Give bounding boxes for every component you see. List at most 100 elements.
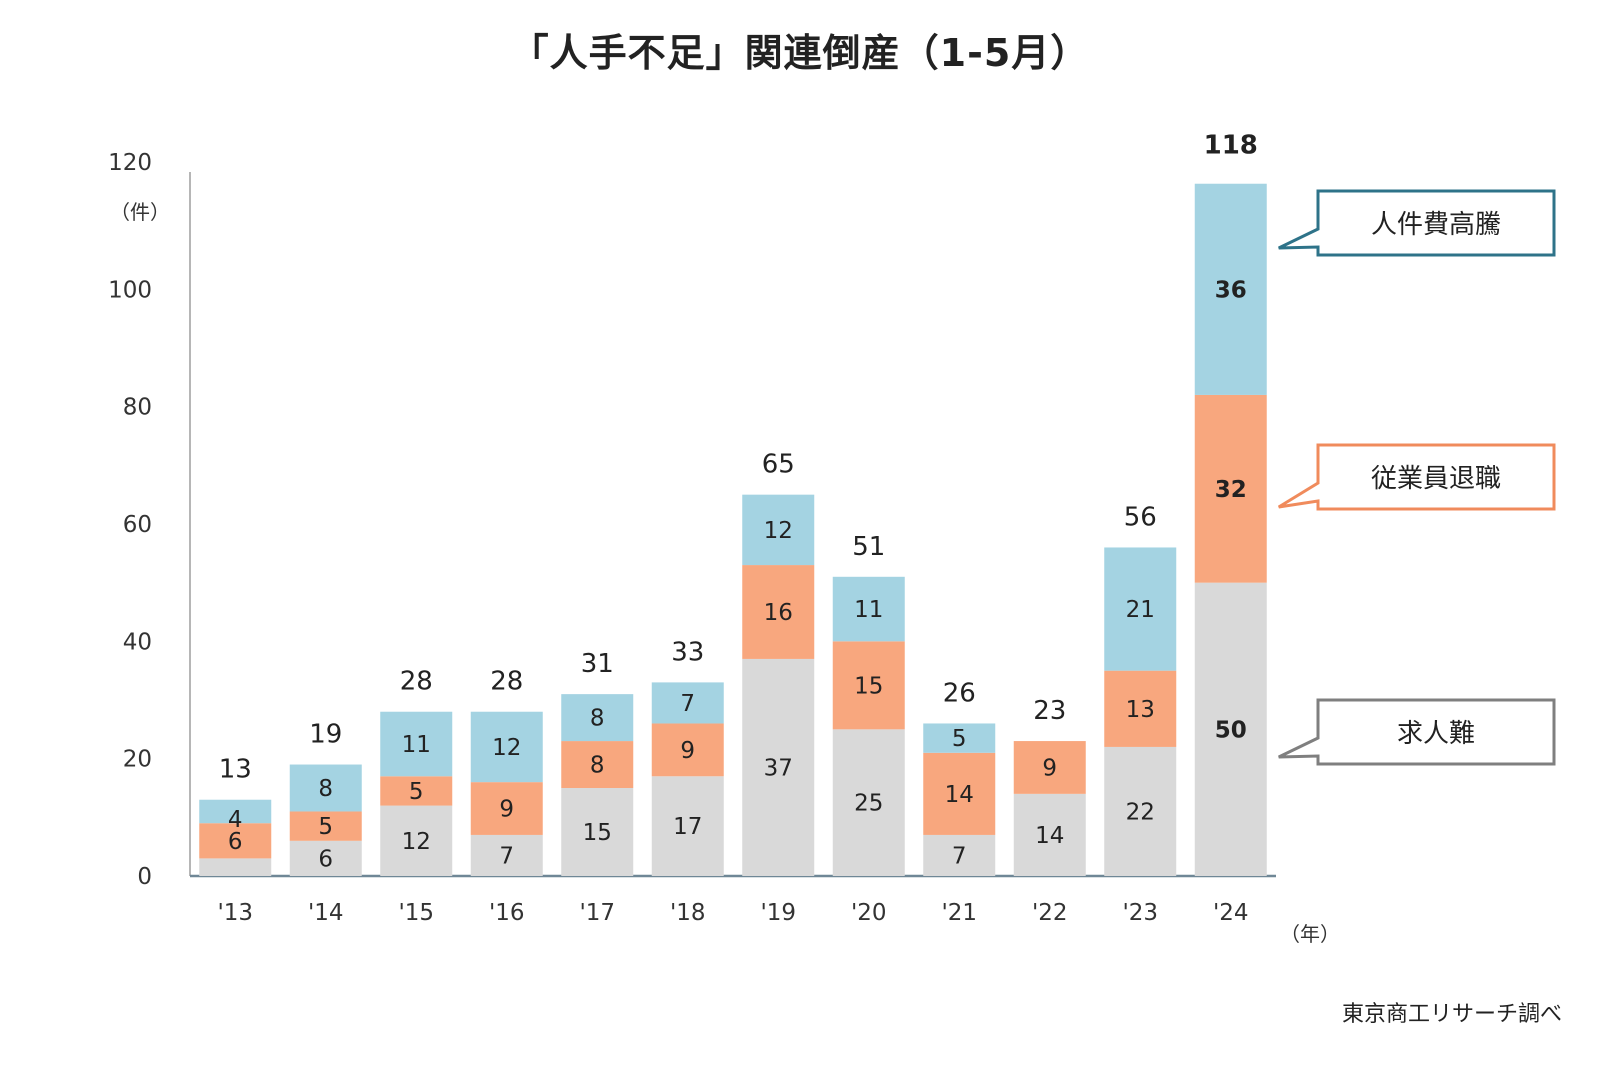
segment-value-label: 21	[1126, 597, 1155, 623]
segment-value-label: 50	[1215, 717, 1247, 743]
bar-segment	[561, 741, 634, 788]
bar-segment	[1104, 746, 1177, 876]
segment-value-label: 36	[1215, 277, 1247, 303]
segment-value-label: 7	[680, 691, 695, 717]
segment-value-label: 17	[673, 814, 702, 840]
x-tick-label: '23	[1122, 900, 1158, 926]
total-value-label: 56	[1124, 502, 1157, 532]
bar-segment	[199, 858, 272, 876]
segment-value-label: 16	[764, 600, 793, 626]
x-tick-label: '14	[308, 900, 344, 926]
bar-segment	[380, 776, 453, 806]
segment-value-label: 32	[1215, 477, 1247, 503]
bar-segment	[651, 723, 724, 777]
bar-segment	[289, 840, 362, 876]
segment-value-label: 12	[402, 829, 431, 855]
total-value-label: 23	[1033, 696, 1066, 726]
total-value-label: 31	[581, 649, 614, 679]
y-tick-label: 20	[123, 747, 152, 773]
callout-label: 求人難	[1397, 719, 1475, 749]
segment-value-label: 14	[1035, 823, 1064, 849]
x-tick-label: '20	[851, 900, 887, 926]
x-tick-label: '17	[579, 900, 615, 926]
total-value-label: 51	[852, 532, 885, 562]
bar-segment	[1194, 183, 1267, 395]
y-tick-label: 0	[137, 864, 152, 890]
callout-jinkenhi: 人件費高騰	[1278, 189, 1556, 257]
bar-segment	[651, 682, 724, 724]
y-tick-label: 80	[123, 395, 152, 421]
bar-segment	[199, 823, 272, 859]
segment-value-label: 8	[590, 753, 605, 779]
bar-segment	[561, 788, 634, 876]
callout-taishoku: 従業員退職	[1277, 443, 1556, 511]
callout-box	[1278, 189, 1556, 257]
segment-value-label: 7	[952, 843, 967, 869]
segment-value-label: 13	[1126, 697, 1155, 723]
total-value-label: 118	[1204, 131, 1258, 161]
x-tick-label: '22	[1032, 900, 1068, 926]
bar-segment	[923, 723, 996, 753]
bar-segment	[199, 799, 272, 824]
segment-value-label: 8	[590, 706, 605, 732]
bar-segment	[832, 576, 905, 642]
callout-box	[1277, 443, 1556, 511]
x-tick-label: '16	[489, 900, 525, 926]
segment-value-label: 4	[228, 807, 243, 833]
bar-segment	[1013, 741, 1086, 794]
x-tick-label: '24	[1213, 900, 1249, 926]
total-value-label: 65	[762, 450, 795, 480]
callout-label: 人件費高騰	[1371, 210, 1501, 240]
bar-segment	[561, 694, 634, 742]
x-tick-label: '21	[941, 900, 977, 926]
bar-segment	[1194, 582, 1267, 876]
bar-segment	[832, 729, 905, 876]
x-axis-unit: （年）	[1280, 922, 1340, 946]
segment-value-label: 11	[402, 732, 431, 758]
segment-value-label: 25	[854, 791, 883, 817]
bar-segment	[1194, 394, 1267, 583]
bar-segment	[923, 752, 996, 835]
chart-title: 「人手不足」関連倒産（1-5月）	[510, 31, 1090, 75]
total-value-label: 28	[400, 667, 433, 697]
segment-value-label: 22	[1126, 799, 1155, 825]
x-tick-label: '15	[398, 900, 434, 926]
bar-segment	[470, 834, 543, 876]
segment-value-label: 37	[764, 755, 793, 781]
segment-value-label: 5	[409, 779, 424, 805]
segment-value-label: 9	[499, 797, 514, 823]
segment-value-label: 15	[854, 673, 883, 699]
segment-value-label: 5	[952, 726, 967, 752]
bar-segment	[832, 641, 905, 730]
total-value-label: 13	[219, 755, 252, 785]
total-value-label: 28	[490, 667, 523, 697]
axes: 0 20 40 60 80 100 120 '13 '14 '15 '16 '17 '18 '19 '20 '…	[108, 150, 1276, 926]
segment-value-label: 14	[945, 782, 974, 808]
y-tick-label: 120	[108, 150, 152, 176]
total-value-label: 26	[943, 678, 976, 708]
bar-segment	[651, 776, 724, 876]
callout-kyujinnan: 求人難	[1278, 698, 1556, 766]
segment-value-label: 9	[1042, 755, 1057, 781]
total-value-label: 19	[309, 720, 342, 750]
bars	[199, 183, 1267, 876]
source-note: 東京商工リサーチ調べ	[1341, 1002, 1562, 1027]
y-tick-label: 60	[123, 512, 152, 538]
bar-segment	[1104, 670, 1177, 747]
bar-segment	[923, 834, 996, 876]
bar-segment	[380, 805, 453, 876]
callout-box	[1278, 698, 1556, 766]
segment-value-label: 9	[680, 738, 695, 764]
total-value-label: 33	[671, 637, 704, 667]
y-tick-label: 40	[123, 629, 152, 655]
bar-segment	[289, 811, 362, 841]
segment-value-label: 12	[492, 735, 521, 761]
callout-label: 従業員退職	[1371, 464, 1501, 494]
bar-segment	[380, 711, 453, 777]
x-tick-label: '19	[760, 900, 796, 926]
segment-value-label: 6	[228, 829, 243, 855]
bar-segment	[742, 494, 815, 566]
bar-segment	[742, 658, 815, 876]
